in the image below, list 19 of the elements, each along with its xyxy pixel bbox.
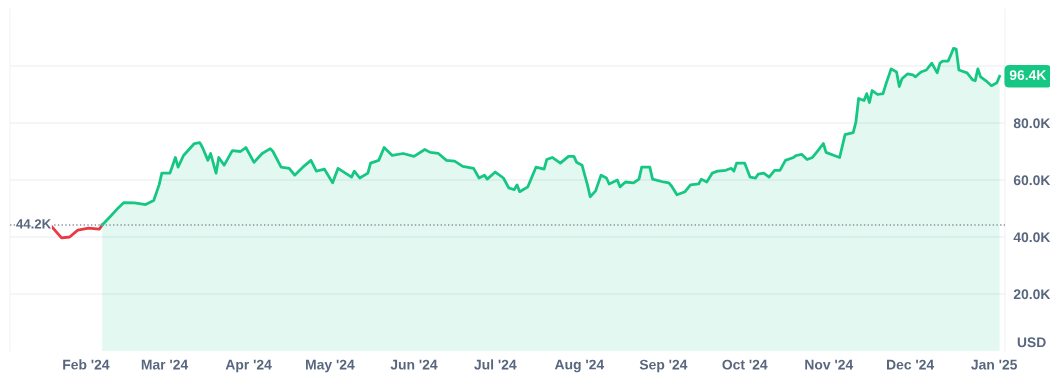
- y-axis-title: USD: [1017, 337, 1046, 348]
- x-tick-label: Oct '24: [722, 359, 768, 370]
- x-tick-label: Dec '24: [886, 359, 935, 370]
- x-tick-label: Feb '24: [63, 359, 110, 370]
- x-tick-label: Sep '24: [639, 359, 688, 373]
- ref-line-label: 44.2K: [16, 219, 52, 229]
- x-tick-label: Nov '24: [805, 359, 854, 370]
- x-tick-label: Mar '24: [141, 359, 189, 370]
- x-tick-label: Jun '24: [390, 359, 438, 370]
- y-tick-label: 60.0K: [1013, 175, 1050, 186]
- x-tick-label: Jul '24: [474, 359, 517, 370]
- annotation: 96.4K: [1009, 70, 1047, 80]
- y-tick-label: 40.0K: [1013, 232, 1050, 243]
- x-tick-label: Jan '25: [971, 359, 1018, 370]
- y-tick-label: 20.0K: [1013, 289, 1050, 300]
- x-tick-label: Apr '24: [225, 359, 272, 373]
- x-tick-label: May '24: [306, 359, 355, 373]
- x-tick-label: Aug '24: [554, 359, 605, 373]
- y-tick-label: 80.0K: [1013, 118, 1050, 129]
